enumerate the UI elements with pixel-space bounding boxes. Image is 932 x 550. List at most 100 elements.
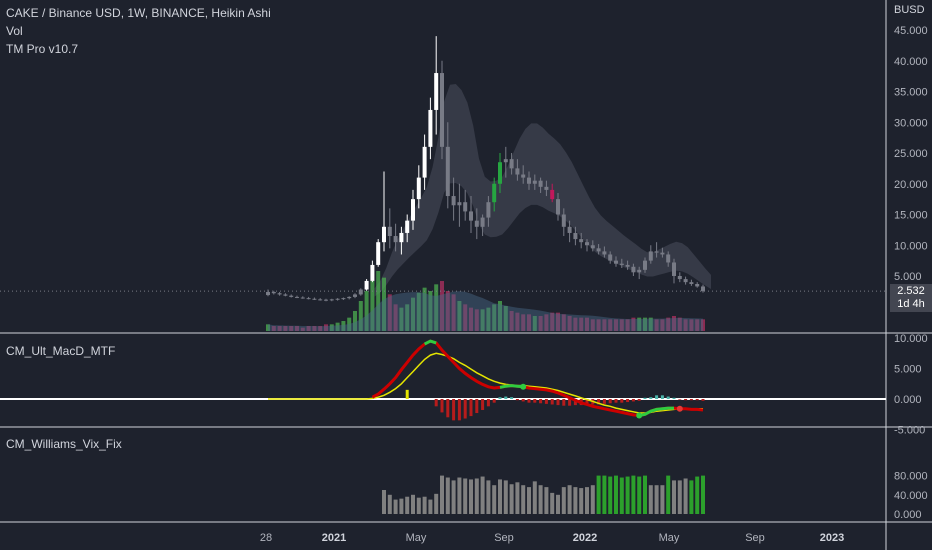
vix-bar <box>614 475 618 514</box>
volume-bar <box>492 304 497 331</box>
candle-body <box>411 199 415 221</box>
candle-body <box>329 299 334 301</box>
volume-bar <box>544 314 549 331</box>
vix-bar <box>631 475 636 514</box>
price-tick-label: 45.000 <box>894 25 928 37</box>
candle-body <box>422 146 427 178</box>
vix-bar <box>422 496 427 514</box>
candle-body <box>498 162 502 184</box>
macd-histogram-bar <box>544 399 548 404</box>
macd-cross-dot <box>520 383 527 390</box>
vix-plot <box>382 475 705 514</box>
vix-bar <box>544 487 549 514</box>
vix-bar <box>660 485 665 514</box>
volume-bar <box>509 311 514 331</box>
volume-bar <box>358 301 363 331</box>
volume-bar <box>672 316 676 331</box>
vix-bar <box>440 475 444 514</box>
indicator-vol[interactable]: Vol <box>6 24 23 38</box>
vix-bar <box>625 476 630 514</box>
macd-tick-label: 5.000 <box>894 364 922 376</box>
candle-body <box>271 291 276 294</box>
vix-title[interactable]: CM_Williams_Vix_Fix <box>6 437 122 451</box>
macd-histogram-bar <box>637 399 641 401</box>
volume-bar <box>434 284 439 331</box>
volume-bar <box>701 319 705 331</box>
candle-body <box>347 296 352 299</box>
time-tick-label: Sep <box>494 532 514 544</box>
volume-bar <box>353 311 357 331</box>
volume-bar <box>440 281 444 331</box>
volume-bar <box>329 324 334 331</box>
vix-tick-label: 0.000 <box>894 509 922 521</box>
macd-histogram-bar <box>457 399 461 421</box>
candle-body <box>474 220 479 227</box>
volume-bar <box>370 281 375 331</box>
candle-body <box>660 252 665 255</box>
volume-bar <box>428 291 433 331</box>
time-tick-label: 2021 <box>322 532 346 544</box>
candle-body <box>451 196 456 206</box>
macd-histogram-bar <box>701 399 705 401</box>
volume-bar <box>631 317 636 331</box>
volume-bar <box>300 327 305 331</box>
vix-bar <box>463 478 468 514</box>
volume-bar <box>689 319 694 331</box>
macd-histogram-bar <box>521 399 525 402</box>
vix-bar <box>428 499 433 514</box>
candle-body <box>353 294 357 297</box>
vix-bar <box>701 475 705 514</box>
vix-bar <box>654 485 659 514</box>
candle-body <box>596 248 601 252</box>
vix-bar <box>445 477 450 514</box>
macd-histogram-bar <box>649 397 653 399</box>
volume-bar <box>335 322 340 331</box>
volume-bar <box>561 314 566 331</box>
vix-bar <box>666 475 671 514</box>
indicator-tm-pro[interactable]: TM Pro v10.7 <box>6 42 79 56</box>
volume-bar <box>515 312 520 331</box>
vix-bar <box>480 476 485 514</box>
macd-histogram-bar <box>550 399 554 405</box>
vix-bar <box>457 477 462 514</box>
candle-body <box>289 295 294 297</box>
macd-histogram-bar <box>678 399 682 400</box>
candle-body <box>544 186 549 190</box>
candle-body <box>579 239 584 243</box>
macd-histogram-bar <box>620 399 624 403</box>
volume-bar <box>654 319 659 331</box>
vix-bar <box>585 487 589 514</box>
time-tick-label: May <box>659 532 680 544</box>
volume-bar <box>602 319 607 331</box>
macd-title[interactable]: CM_Ult_MacD_MTF <box>6 344 116 358</box>
vix-bar <box>515 482 520 514</box>
macd-histogram-bar <box>434 399 438 407</box>
symbol-title[interactable]: CAKE / Binance USD, 1W, BINANCE, Heikin … <box>6 6 271 20</box>
bar-countdown: 1d 4h <box>897 298 925 310</box>
candle-body <box>532 180 537 184</box>
volume-bar <box>503 306 508 331</box>
macd-histogram-bar <box>463 399 467 419</box>
vix-bar <box>411 494 415 514</box>
price-tick-label: 25.000 <box>894 148 928 160</box>
volume-bar <box>411 297 415 331</box>
macd-histogram-bar <box>504 396 508 399</box>
volume-bar <box>277 326 282 331</box>
macd-histogram-bar <box>440 399 444 413</box>
candle-body <box>695 283 700 287</box>
candle-body <box>515 168 520 175</box>
macd-histogram-bar <box>562 399 566 406</box>
last-price: 2.532 <box>897 285 925 297</box>
time-tick-label: 2023 <box>820 532 844 544</box>
price-tick-label: 30.000 <box>894 117 928 129</box>
vix-bar <box>521 485 526 514</box>
volume-bar <box>527 314 531 331</box>
vix-bar <box>503 480 508 514</box>
volume-bar <box>532 316 537 331</box>
volume-bar <box>666 317 671 331</box>
price-tick-label: 40.000 <box>894 56 928 68</box>
volume-bar <box>312 326 317 331</box>
price-tick-label: 10.000 <box>894 240 928 252</box>
candle-body <box>376 242 381 265</box>
